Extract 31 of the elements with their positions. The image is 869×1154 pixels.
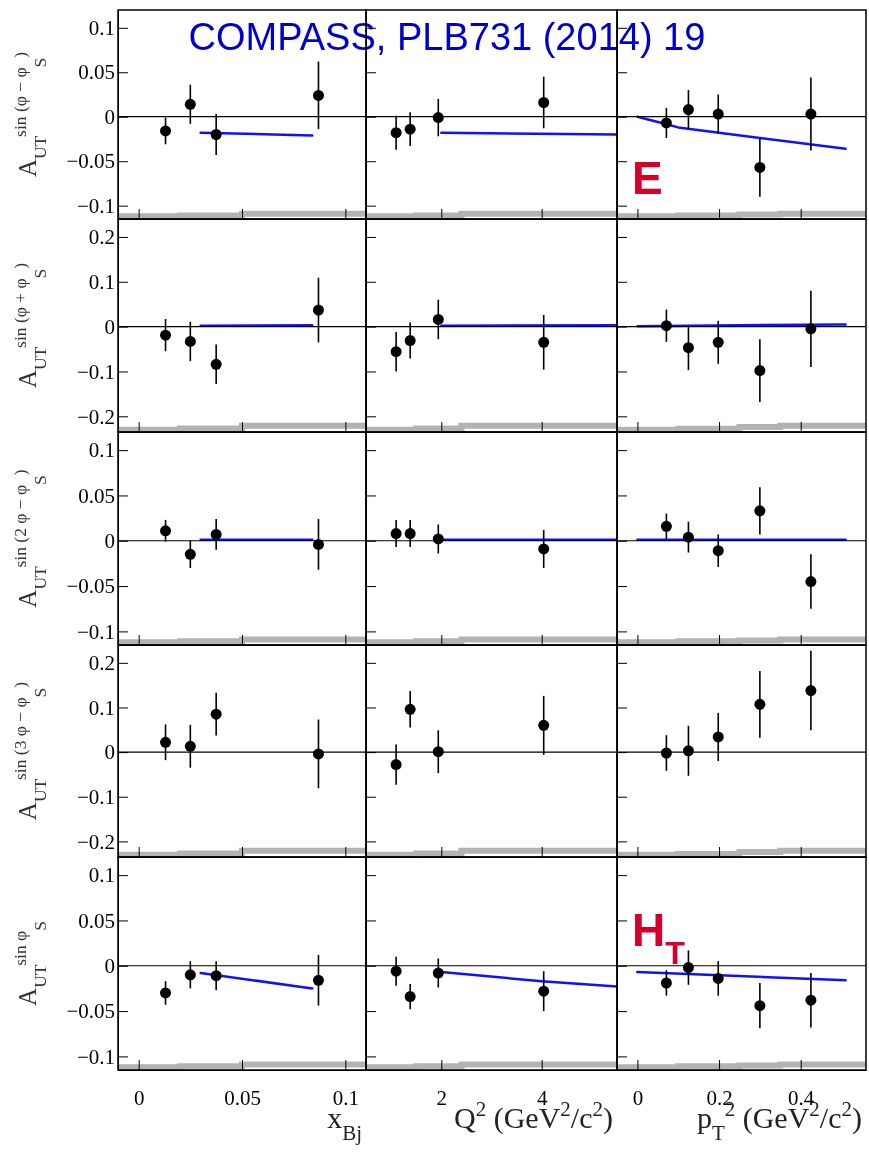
y-tick-label: −0.05 bbox=[66, 574, 115, 599]
y-tick-label: −0.05 bbox=[66, 149, 115, 174]
y-tick-label: 0 bbox=[104, 953, 115, 978]
y-tick-label: −0.2 bbox=[76, 404, 115, 429]
y-tick-label: 0 bbox=[104, 314, 115, 339]
x-tick-label: 0.05 bbox=[224, 1085, 261, 1110]
y-tick-label: −0.2 bbox=[76, 829, 115, 854]
y-tick-label: 0.1 bbox=[88, 438, 115, 463]
y-tick-label: 0 bbox=[104, 740, 115, 765]
y-tick-label: 0.2 bbox=[88, 225, 115, 250]
y-tick-label: 0 bbox=[104, 528, 115, 553]
annotation: E bbox=[631, 151, 663, 204]
y-tick-label: −0.1 bbox=[76, 1044, 115, 1069]
x-tick-label: 0 bbox=[133, 1085, 145, 1110]
y-tick-label: 0.1 bbox=[88, 863, 115, 888]
x-tick-label: 2 bbox=[436, 1085, 448, 1110]
y-tick-label: −0.1 bbox=[76, 619, 115, 644]
y-tick-label: 0.05 bbox=[78, 60, 115, 85]
y-tick-label: −0.05 bbox=[66, 999, 115, 1024]
y-tick-label: −0.1 bbox=[76, 193, 115, 218]
x-tick-label: 0 bbox=[632, 1085, 644, 1110]
y-tick-label: 0.1 bbox=[88, 695, 115, 720]
y-tick-label: 0.05 bbox=[78, 483, 115, 508]
y-tick-label: 0 bbox=[104, 104, 115, 129]
y-tick-label: 0.2 bbox=[88, 651, 115, 676]
y-tick-label: −0.1 bbox=[76, 784, 115, 809]
y-tick-label: 0.05 bbox=[78, 908, 115, 933]
y-tick-label: 0.1 bbox=[88, 270, 115, 294]
annotation: H$_{T}$ bbox=[631, 904, 686, 972]
y-tick-label: −0.1 bbox=[76, 359, 115, 384]
y-tick-label: 0.1 bbox=[88, 16, 115, 41]
